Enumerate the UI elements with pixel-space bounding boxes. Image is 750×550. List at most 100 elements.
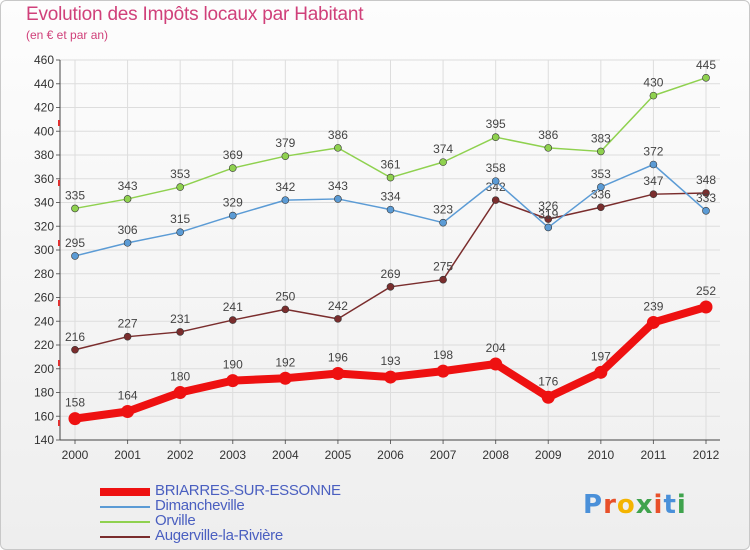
x-tick-label: 2011 bbox=[641, 448, 667, 462]
data-label: 227 bbox=[118, 317, 138, 331]
data-label: 372 bbox=[643, 145, 663, 159]
y-tick-label: 460 bbox=[34, 53, 54, 67]
y-tick-label: 420 bbox=[34, 101, 54, 115]
y-tick-label: 220 bbox=[34, 338, 54, 352]
data-label: 193 bbox=[380, 354, 400, 368]
data-point bbox=[334, 195, 342, 203]
data-label: 295 bbox=[65, 236, 85, 250]
y-tick-label: 300 bbox=[34, 243, 54, 257]
data-label: 164 bbox=[118, 389, 138, 403]
data-label: 190 bbox=[223, 358, 243, 372]
x-tick-label: 2001 bbox=[114, 448, 141, 462]
data-label: 369 bbox=[223, 148, 243, 162]
data-point bbox=[176, 183, 184, 191]
y-tick-label: 340 bbox=[34, 196, 54, 210]
data-point bbox=[71, 204, 79, 213]
data-label: 329 bbox=[223, 196, 243, 210]
data-label: 158 bbox=[65, 396, 85, 410]
data-point bbox=[123, 195, 132, 203]
data-point bbox=[123, 332, 132, 341]
data-point bbox=[702, 207, 710, 215]
logo-letter: x bbox=[635, 490, 654, 520]
legend-label: Orville bbox=[155, 512, 196, 529]
data-point bbox=[649, 91, 658, 100]
legend-swatch bbox=[100, 521, 150, 523]
data-label: 231 bbox=[170, 312, 190, 326]
data-label: 323 bbox=[433, 203, 453, 217]
x-tick-label: 2007 bbox=[430, 448, 457, 462]
data-label: 196 bbox=[328, 351, 348, 365]
data-label: 343 bbox=[118, 179, 138, 193]
data-label: 241 bbox=[223, 300, 243, 314]
y-tick-label: 280 bbox=[34, 267, 54, 281]
data-point bbox=[597, 183, 605, 191]
data-label: 342 bbox=[275, 180, 295, 194]
data-label: 386 bbox=[328, 128, 348, 142]
data-point bbox=[544, 223, 553, 232]
data-label: 192 bbox=[275, 355, 295, 369]
data-label: 386 bbox=[538, 128, 558, 142]
data-label: 347 bbox=[643, 174, 663, 188]
x-tick-label: 2000 bbox=[62, 448, 89, 462]
data-point bbox=[278, 371, 292, 385]
data-point bbox=[594, 365, 608, 379]
data-point bbox=[173, 386, 187, 399]
data-point bbox=[491, 177, 500, 185]
data-label: 319 bbox=[538, 207, 558, 221]
data-point bbox=[597, 203, 605, 212]
data-point bbox=[541, 390, 555, 404]
data-label: 361 bbox=[380, 158, 400, 172]
data-point bbox=[699, 300, 713, 314]
data-point bbox=[702, 189, 710, 197]
data-point bbox=[176, 328, 184, 336]
logo-letter: o bbox=[616, 490, 636, 520]
data-label: 353 bbox=[170, 167, 190, 181]
line-chart: 140 160 180 200 220 240 260 280 300 320 340 360 380 4… bbox=[34, 53, 720, 462]
data-point bbox=[331, 367, 345, 380]
data-label: 445 bbox=[696, 58, 716, 72]
data-point bbox=[71, 345, 79, 354]
legend-label: Dimancheville bbox=[155, 497, 245, 514]
x-tick-label: 2003 bbox=[219, 448, 246, 462]
data-point bbox=[123, 239, 132, 247]
y-tick-label: 440 bbox=[34, 77, 54, 91]
y-tick-label: 240 bbox=[34, 314, 54, 328]
data-point bbox=[702, 74, 710, 82]
logo-letter: i bbox=[676, 490, 687, 520]
data-label: 180 bbox=[170, 370, 190, 384]
data-point bbox=[226, 374, 240, 388]
data-point bbox=[386, 283, 395, 291]
data-point bbox=[121, 405, 135, 418]
data-label: 176 bbox=[538, 374, 558, 388]
y-tick-label: 320 bbox=[34, 219, 54, 233]
y-tick-label: 400 bbox=[34, 124, 54, 138]
data-point bbox=[646, 315, 660, 329]
x-tick-label: 2002 bbox=[167, 448, 194, 462]
legend-swatch bbox=[100, 536, 150, 538]
data-point bbox=[281, 305, 290, 314]
data-label: 239 bbox=[643, 299, 663, 313]
legend-swatch bbox=[100, 506, 150, 508]
data-point bbox=[228, 164, 237, 172]
legend-label: BRIARRES-SUR-ESSONNE bbox=[155, 482, 341, 499]
data-point bbox=[71, 252, 79, 260]
y-tick-label: 140 bbox=[34, 433, 54, 447]
data-label: 197 bbox=[591, 349, 611, 363]
data-label: 383 bbox=[591, 131, 611, 145]
data-point bbox=[281, 152, 290, 160]
data-point bbox=[228, 316, 237, 324]
data-point bbox=[544, 215, 553, 223]
data-point bbox=[334, 315, 342, 323]
data-point bbox=[489, 357, 503, 371]
data-point bbox=[439, 218, 447, 227]
data-point bbox=[491, 133, 500, 141]
data-point bbox=[334, 144, 342, 152]
data-point bbox=[597, 147, 605, 156]
x-tick-label: 2006 bbox=[377, 448, 404, 462]
data-label: 353 bbox=[591, 167, 611, 181]
data-label: 379 bbox=[275, 136, 295, 150]
data-point bbox=[439, 275, 447, 284]
data-label: 198 bbox=[433, 348, 453, 362]
data-label: 348 bbox=[696, 173, 716, 187]
